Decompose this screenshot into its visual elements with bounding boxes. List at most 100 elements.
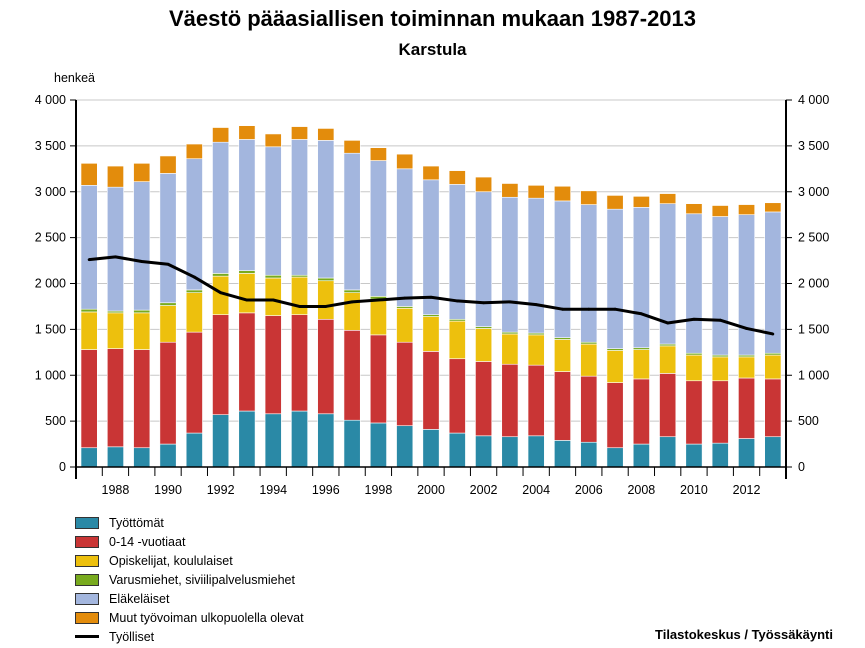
bar-segment <box>632 378 650 445</box>
bar-segment <box>212 141 230 274</box>
bar-segment <box>133 349 151 449</box>
bar-segment <box>212 127 230 143</box>
bar-segment <box>238 410 256 468</box>
bar-segment <box>632 207 650 349</box>
y-tick-label-left: 3 500 <box>35 139 66 153</box>
legend-swatch <box>75 611 99 624</box>
y-tick-label-left: 2 500 <box>35 231 66 245</box>
y-tick-label-right: 0 <box>798 460 805 474</box>
bar-segment <box>501 363 519 438</box>
x-tick-label: 1994 <box>259 483 287 497</box>
bar-segment <box>685 380 703 445</box>
line-point <box>298 305 301 308</box>
y-tick-label-right: 3 500 <box>798 139 829 153</box>
legend-swatch <box>75 535 99 548</box>
line-point <box>718 318 722 322</box>
bar-segment <box>238 312 256 412</box>
line-point <box>534 303 538 307</box>
bar-segment <box>185 289 203 293</box>
y-axis-label: henkeä <box>54 71 95 85</box>
chart-title: Väestö pääasiallisen toiminnan mukaan 19… <box>168 6 697 31</box>
line-point <box>114 255 117 259</box>
x-tick-label: 2000 <box>417 483 445 497</box>
bar-segment <box>422 179 440 315</box>
bar-segment <box>185 143 203 160</box>
bar-segment <box>580 441 598 468</box>
bar-segment <box>159 305 177 343</box>
bar-segment <box>396 153 414 170</box>
line-point <box>192 275 196 279</box>
y-tick-label-right: 2 000 <box>798 277 829 291</box>
legend-item: Työlliset <box>75 627 304 646</box>
bar-segment <box>527 334 545 366</box>
bar-segment <box>369 334 387 424</box>
line-point <box>455 299 459 303</box>
line-point <box>587 307 591 311</box>
bar-segment <box>159 443 177 468</box>
bar-segment <box>106 446 124 468</box>
bar-segment <box>606 195 624 210</box>
bar-segment <box>448 170 466 185</box>
x-tick-label: 1998 <box>365 483 393 497</box>
bar-segment <box>369 147 387 161</box>
bar-segment <box>711 216 729 356</box>
y-tick-label-left: 1 000 <box>35 368 66 382</box>
bar-segment <box>264 146 282 276</box>
bar-segment <box>606 447 624 468</box>
x-tick-label: 1992 <box>207 483 235 497</box>
bar-segment <box>80 185 98 310</box>
bar-segment <box>80 308 98 313</box>
bar-segment <box>396 341 414 427</box>
legend-item: 0-14 -vuotiaat <box>75 532 304 551</box>
bar-segment <box>501 333 519 365</box>
legend-swatch <box>75 635 99 638</box>
bar-segment <box>212 273 230 277</box>
bar-segment <box>606 208 624 349</box>
line-point <box>219 291 223 295</box>
y-tick-label-right: 3 000 <box>798 185 829 199</box>
x-tick-label: 2012 <box>733 483 761 497</box>
bar-segment <box>711 380 729 444</box>
bar-segment <box>738 214 756 356</box>
bar-segment <box>264 133 282 148</box>
y-tick-label-left: 0 <box>59 460 66 474</box>
line-point <box>666 321 670 325</box>
bar-segment <box>580 375 598 443</box>
stacked-bar-chart: 0 0 500 500 1 000 1 000 1 500 1 500 2 000 2 000 2 … <box>35 71 830 497</box>
bar-segment <box>738 438 756 468</box>
y-tick-label-left: 3 000 <box>35 185 66 199</box>
bar-segment <box>527 197 545 334</box>
line-point <box>271 298 275 302</box>
bar-segment <box>659 436 677 468</box>
bar-segment <box>317 280 335 320</box>
bar-segment <box>711 205 729 217</box>
bar-segment <box>343 419 361 468</box>
x-tick-label: 2004 <box>522 483 550 497</box>
bar-segment <box>475 176 493 193</box>
bar-segment <box>317 318 335 415</box>
x-tick-label: 1988 <box>102 483 130 497</box>
bar-segment <box>185 432 203 468</box>
legend-label: Työlliset <box>109 629 155 644</box>
bar-segment <box>685 443 703 468</box>
bar-segment <box>159 341 177 445</box>
bar-segment <box>291 314 308 412</box>
legend-item: Muut työvoiman ulkopuolella olevat <box>75 608 304 627</box>
y-tick-label-left: 4 000 <box>35 93 66 107</box>
bar-segment <box>685 213 703 354</box>
bar-segment <box>159 155 177 174</box>
chart-legend: Työttömät 0-14 -vuotiaat Opiskelijat, koul… <box>75 513 304 646</box>
bar-segment <box>212 314 230 416</box>
bar-segment <box>185 331 203 434</box>
bar-segment <box>475 361 493 437</box>
bar-segment <box>501 196 519 333</box>
line-point <box>745 327 748 330</box>
bar-segment <box>185 158 203 291</box>
bar-segment <box>343 329 361 421</box>
legend-item: Varusmiehet, siviilipalvelusmiehet <box>75 570 304 589</box>
legend-swatch <box>75 554 99 567</box>
bar-segment <box>343 289 361 293</box>
legend-swatch <box>75 573 99 586</box>
bar-segment <box>343 140 361 154</box>
bar-segment <box>738 356 756 379</box>
